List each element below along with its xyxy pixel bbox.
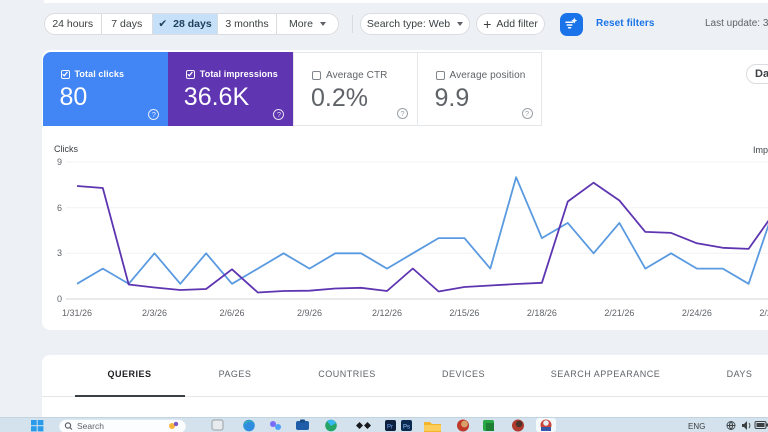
svg-text:Pr: Pr — [387, 425, 393, 431]
svg-text:ENG: ENG — [688, 422, 705, 431]
svg-text:Ps: Ps — [403, 425, 410, 431]
svg-text:Search: Search — [77, 421, 104, 431]
